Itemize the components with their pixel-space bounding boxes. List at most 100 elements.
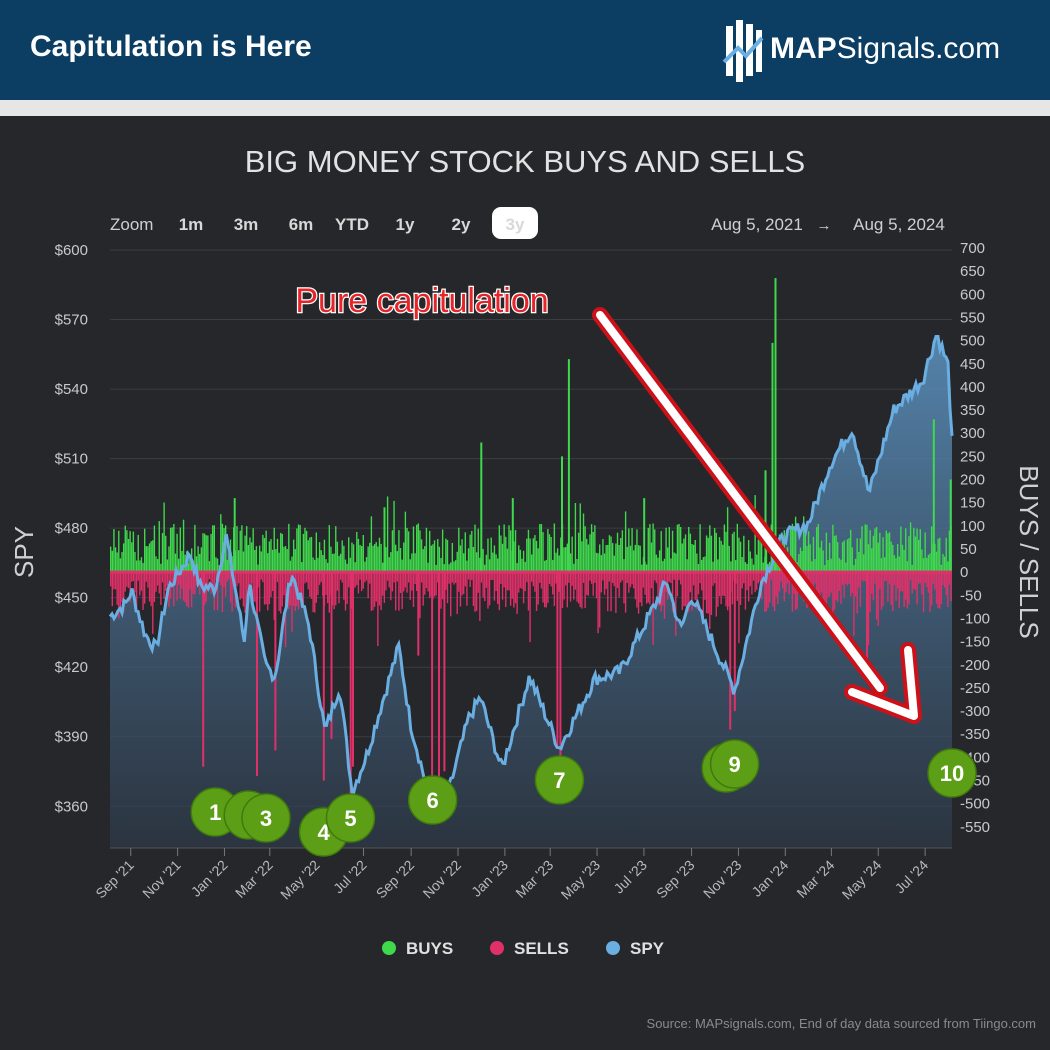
sell-bar [937,572,939,609]
sell-bar [592,572,594,596]
sell-bar [472,572,475,606]
zoom-option-1y[interactable]: 1y [396,215,415,234]
sell-bar [675,572,677,636]
sell-bar [292,572,295,606]
zoom-option-3y[interactable]: 3y [492,207,538,239]
sell-bar [310,572,313,599]
sell-bar [124,572,126,592]
zoom-option-ytd[interactable]: YTD [335,215,369,234]
sell-bar [678,572,680,581]
sell-bar [883,572,886,582]
buy-bar [424,546,426,573]
buy-bar [898,556,900,573]
buy-bar [929,553,931,573]
buy-bar [432,544,434,573]
buy-bar [210,533,212,573]
buy-bar [360,546,363,573]
buy-bar [678,524,680,573]
sell-bar [192,572,194,594]
buy-bar [749,551,751,573]
zoom-option-2y[interactable]: 2y [452,215,471,234]
buy-bar [879,532,881,573]
buy-bar [919,529,921,573]
buy-bar [433,540,436,573]
sell-bar [441,572,444,600]
right-tick-label: -50 [960,587,982,604]
sell-bar [715,572,717,617]
buy-bar [302,533,305,573]
sell-bar [872,572,875,601]
sell-bar [221,572,224,612]
sell-bar [602,572,604,581]
buy-bar [471,530,473,573]
sell-bar [743,572,745,584]
buy-bar [518,545,520,573]
buy-bar [445,538,447,573]
sell-bar [553,572,556,606]
buy-bar [462,553,465,573]
buy-bar [271,549,274,573]
buy-bar [369,542,371,573]
zoom-option-1m[interactable]: 1m [179,215,204,234]
sell-bar [613,572,615,587]
sell-bar [336,572,339,591]
sell-bar [720,572,722,605]
right-tick-label: -300 [960,703,990,720]
sell-bar [911,572,913,594]
buy-bar [514,530,517,573]
sell-bar [475,572,478,611]
buy-bar [728,545,730,573]
buy-bar [294,549,296,573]
buy-bar [550,537,552,573]
zoom-option-6m[interactable]: 6m [289,215,314,234]
zoom-option-3m[interactable]: 3m [234,215,259,234]
sell-bar [848,572,850,584]
sell-bar [697,572,700,595]
sell-bar [893,572,896,585]
sell-bar [864,572,866,581]
sell-bar [281,572,284,607]
buy-spike [511,498,514,573]
sell-bar [576,572,578,602]
sell-bar [833,572,836,610]
sell-bar [514,572,517,604]
sell-bar [861,572,863,581]
legend-sells[interactable]: SELLS [490,939,569,958]
sell-bar [916,572,918,605]
legend-spy[interactable]: SPY [606,939,665,958]
buy-bar [715,532,717,573]
buy-bar [735,560,737,573]
range-from[interactable]: Aug 5, 2021 [711,215,803,234]
sell-bar [770,572,773,580]
sell-bar [943,572,946,588]
buy-bar [281,533,284,573]
sell-bar [595,572,598,599]
buy-bar [943,556,946,573]
sell-bar [359,572,361,580]
buy-bar [258,545,261,573]
sell-bar [747,572,750,602]
buy-bar [317,557,319,573]
buy-bar [702,557,705,573]
range-to[interactable]: Aug 5, 2024 [853,215,945,234]
buy-bar [733,531,735,573]
buy-bar [676,524,679,573]
sell-bar [696,572,698,609]
sell-bar [401,572,403,609]
buy-bar [254,550,256,573]
buy-bar [723,524,726,573]
sell-bar [647,572,649,603]
buy-bar [812,536,815,573]
sell-bar [694,572,696,600]
buy-bar [906,561,909,573]
buy-bar [501,543,504,573]
buy-bar [535,540,538,573]
legend-buys[interactable]: BUYS [382,939,453,958]
sell-bar [892,572,894,612]
buy-bar [927,554,930,573]
sell-bar [369,572,371,584]
sell-bar [547,572,549,603]
buy-bar [409,559,411,573]
sell-bar [135,572,138,610]
buy-bar [375,542,377,573]
